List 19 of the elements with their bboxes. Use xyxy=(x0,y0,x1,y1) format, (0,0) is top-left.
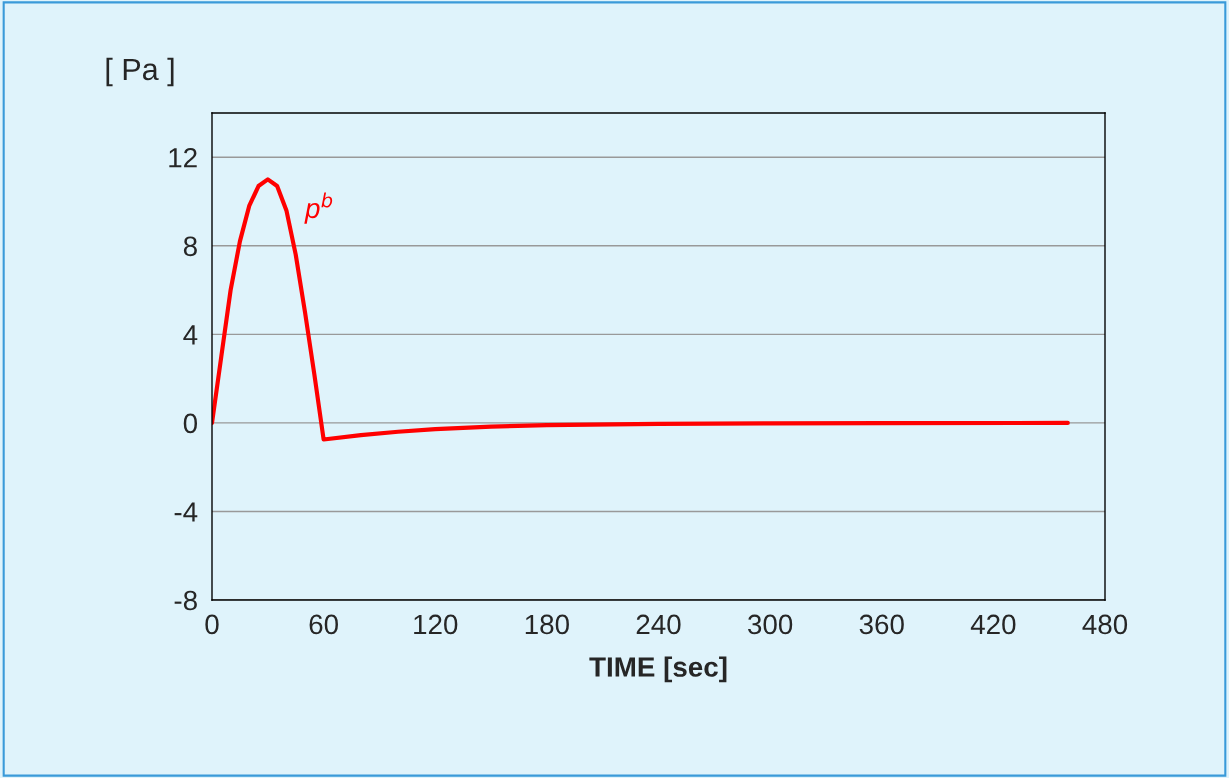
x-tick-label: 60 xyxy=(309,614,338,635)
y-tick-label: 0 xyxy=(183,413,198,434)
x-tick-label: 480 xyxy=(1082,614,1128,635)
x-tick-label: 180 xyxy=(525,614,569,635)
x-tick-label: 0 xyxy=(205,614,219,635)
y-tick-label: -8 xyxy=(174,590,197,611)
x-tick-label: 300 xyxy=(748,614,793,635)
y-tick-label: 12 xyxy=(169,147,197,168)
y-tick-label: -4 xyxy=(174,502,198,522)
y-tick-label: 8 xyxy=(183,236,197,257)
x-axis-title: TIME [sec] xyxy=(589,656,727,683)
y-tick-label: 4 xyxy=(183,325,198,345)
x-tick-label: 360 xyxy=(859,614,904,635)
x-tick-label: 240 xyxy=(636,614,681,635)
y-axis-title: [ Pa ] xyxy=(106,57,174,87)
line-series xyxy=(212,177,1070,442)
x-tick-label: 420 xyxy=(970,614,1016,635)
series-label: p$^{b}$ xyxy=(304,192,333,224)
x-tick-label: 120 xyxy=(414,614,458,635)
